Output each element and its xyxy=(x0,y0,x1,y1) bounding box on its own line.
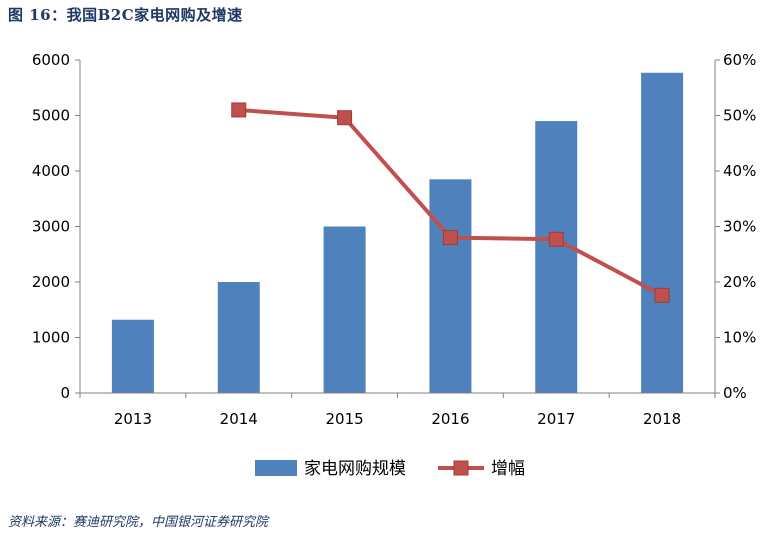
growth-marker-2018 xyxy=(654,287,670,303)
y-left-tick-label: 0 xyxy=(60,384,70,402)
bar-2016 xyxy=(429,179,472,393)
y-right-tick-label: 40% xyxy=(723,162,756,180)
y-right-tick-label: 30% xyxy=(723,218,756,236)
legend-bar-label: 家电网购规模 xyxy=(304,459,406,479)
line-series xyxy=(231,102,670,303)
legend-line-marker xyxy=(453,460,469,476)
chart-axes: 0 1000 2000 3000 4000 5000 6000 0% 10% 20% 30% 40% 5… xyxy=(32,51,757,428)
y-right-tick-label: 20% xyxy=(723,273,756,291)
bar-2015 xyxy=(323,226,366,393)
bar-2018 xyxy=(641,72,684,393)
source-note: 资料来源：赛迪研究院，中国银河证券研究院 xyxy=(8,515,269,530)
x-tick-label: 2017 xyxy=(537,410,575,428)
y-left-tick-label: 1000 xyxy=(32,329,70,347)
legend-bar-swatch xyxy=(255,460,297,476)
x-tick-label: 2015 xyxy=(325,410,363,428)
x-tick-label: 2016 xyxy=(431,410,469,428)
y-right-tick-label: 0% xyxy=(723,384,747,402)
y-left-tick-label: 3000 xyxy=(32,218,70,236)
growth-marker-2014 xyxy=(231,102,247,118)
x-tick-label: 2014 xyxy=(220,410,258,428)
legend-line-label: 增幅 xyxy=(491,459,525,479)
bar-2013 xyxy=(111,319,154,393)
bar-2014 xyxy=(217,282,260,393)
y-right-tick-label: 60% xyxy=(723,51,756,69)
bar-series xyxy=(111,72,684,394)
y-left-tick-label: 6000 xyxy=(32,51,70,69)
x-tick-label: 2018 xyxy=(643,410,681,428)
y-right-tick-label: 10% xyxy=(723,329,756,347)
x-tick-label: 2013 xyxy=(114,410,152,428)
y-right-tick-label: 50% xyxy=(723,107,756,125)
growth-marker-2017 xyxy=(548,231,564,247)
legend: 家电网购规模 增幅 xyxy=(255,459,525,479)
growth-marker-2016 xyxy=(442,230,458,246)
bar-2017 xyxy=(535,121,578,394)
y-left-tick-label: 4000 xyxy=(32,162,70,180)
growth-marker-2015 xyxy=(337,110,353,126)
figure-title: 图 16：我国B2C家电网购及增速 xyxy=(8,6,243,24)
y-left-tick-label: 5000 xyxy=(32,107,70,125)
y-left-tick-label: 2000 xyxy=(32,273,70,291)
